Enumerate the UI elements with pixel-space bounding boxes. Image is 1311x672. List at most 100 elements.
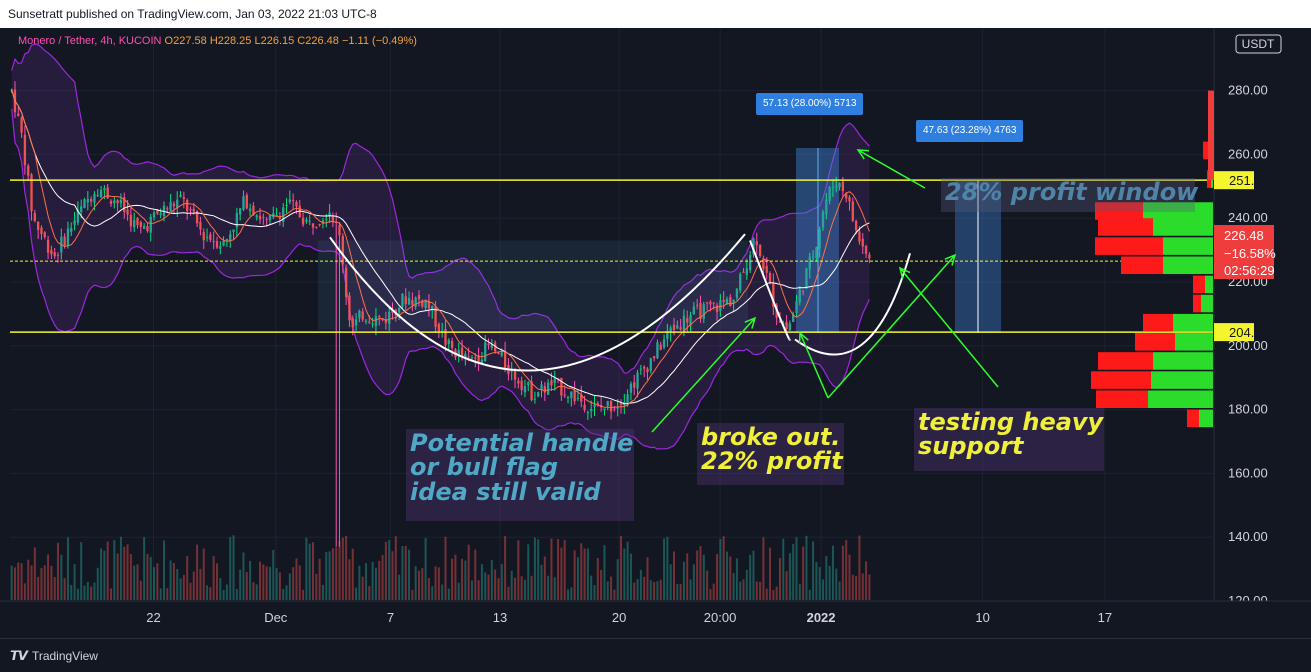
candle-body <box>431 306 434 311</box>
volume-bar <box>394 536 397 600</box>
volume-bar <box>209 587 212 600</box>
volume-bar <box>27 559 30 600</box>
tag-bottom: 204.29 <box>1229 325 1269 340</box>
volume-bar <box>656 581 659 600</box>
candle-body <box>513 368 517 380</box>
candle-body <box>315 226 318 228</box>
candle-body <box>156 209 159 214</box>
volume-bar <box>222 589 225 600</box>
candle-body <box>119 199 123 204</box>
volume-bar <box>699 546 702 600</box>
volume-bar <box>47 554 50 600</box>
candle-body <box>215 241 219 248</box>
candle-body <box>139 221 142 227</box>
candle-body <box>596 403 599 406</box>
candle-body <box>268 215 272 221</box>
candle-body <box>159 213 162 216</box>
volume-bar <box>490 560 493 600</box>
bollinger-upper <box>11 43 870 374</box>
volume-bar <box>176 568 179 600</box>
arrow-line <box>857 149 926 189</box>
candle-body <box>696 304 699 306</box>
candle-body <box>649 358 652 371</box>
volume-bar <box>643 576 646 600</box>
candle-body <box>527 382 530 386</box>
candle-body <box>768 272 772 284</box>
volume-bar <box>610 576 613 600</box>
volume-bar <box>712 583 715 600</box>
volume-bar <box>408 549 411 600</box>
volume-bars <box>10 535 871 600</box>
candle-body <box>381 318 384 321</box>
candle-body <box>543 386 546 393</box>
volume-bar <box>487 574 490 600</box>
volume-bar <box>417 570 420 600</box>
candle-body <box>609 400 613 412</box>
tradingview-logo-icon: 𝙏𝙑 <box>10 648 28 663</box>
volume-bar <box>454 554 457 600</box>
candle-body <box>831 186 835 188</box>
candle-body <box>421 300 424 307</box>
candle-body <box>202 232 205 241</box>
volume-bar <box>20 563 23 600</box>
volume-bar <box>404 545 407 600</box>
candle-body <box>576 397 580 399</box>
volume-bar <box>282 589 285 600</box>
candle-body <box>275 215 278 217</box>
volume-bar <box>139 580 142 600</box>
tradingview-logo[interactable]: 𝙏𝙑 TradingView <box>10 648 98 664</box>
tag-countdown: 02:56:29 <box>1224 263 1275 278</box>
volume-bar <box>732 573 735 600</box>
note-potential-handle: Potential handle or bull flag idea still… <box>406 429 634 521</box>
time-axis[interactable]: 22 Dec 7 13 20 20:00 2022 10 17 <box>0 600 1311 638</box>
volume-bar <box>162 540 165 600</box>
candle-body <box>676 325 679 329</box>
volume-bar <box>96 567 99 600</box>
volume-bar <box>636 579 639 600</box>
time-tick: 17 <box>1098 610 1112 625</box>
candle-body <box>427 300 431 309</box>
price-chart[interactable]: USDT120.00140.00160.00180.00200.00220.00… <box>0 28 1311 638</box>
volume-bar <box>199 568 202 600</box>
candle-body <box>692 306 696 314</box>
candle-body <box>83 199 86 208</box>
volume-bar <box>537 539 540 600</box>
candle-body <box>818 229 821 249</box>
ohlc-low: L226.15 <box>254 35 295 47</box>
volume-bar <box>567 589 570 600</box>
volume-bar <box>374 567 377 600</box>
volume-bar <box>441 584 444 600</box>
volume-bar <box>653 582 656 600</box>
candle-body <box>755 241 758 246</box>
candle-body <box>186 199 189 211</box>
volume-bar <box>600 569 603 600</box>
profile-sell <box>1187 409 1199 428</box>
candle-body <box>252 205 255 216</box>
volume-bar <box>13 567 16 600</box>
volume-bar <box>285 585 288 600</box>
candle-body <box>788 323 792 331</box>
volume-bar <box>10 565 13 600</box>
volume-bar <box>202 548 205 600</box>
volume-bar <box>129 554 132 600</box>
candle-body <box>821 211 825 228</box>
candle-body <box>861 238 864 247</box>
volume-bar <box>527 544 530 600</box>
candle-body <box>301 217 305 225</box>
profile-sell <box>1095 237 1163 255</box>
volume-bar <box>186 555 189 600</box>
measure-label-28pct: 57.13 (28.00%) 5713 <box>756 93 864 115</box>
symbol-name: Monero / Tether, 4h, KUCOIN <box>18 35 162 47</box>
bollinger-fill <box>11 44 870 449</box>
candle-body <box>848 197 851 202</box>
candle-body <box>371 323 374 325</box>
candle-body <box>570 391 573 399</box>
candle-body <box>851 201 854 221</box>
profile-buy <box>1201 294 1213 313</box>
ohlc-high: H228.25 <box>209 35 252 47</box>
volume-bar <box>497 578 500 600</box>
price-axis[interactable]: USDT120.00140.00160.00180.00200.00220.00… <box>1208 28 1311 608</box>
volume-bar <box>851 574 854 600</box>
volume-bar <box>298 565 301 600</box>
profile-sell <box>1135 333 1175 351</box>
